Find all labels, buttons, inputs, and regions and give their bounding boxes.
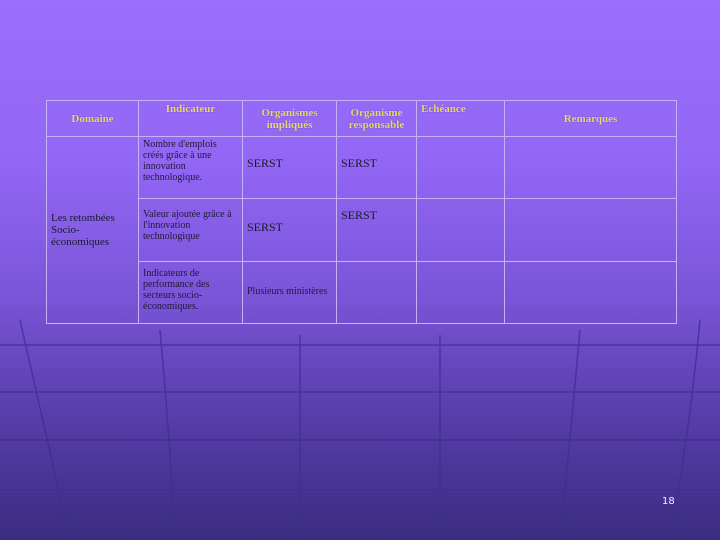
header-indicateur: Indicateur bbox=[138, 99, 243, 138]
responsable-cell: SERST bbox=[336, 136, 417, 200]
responsable-cell bbox=[336, 260, 417, 325]
indicator-table: Domaine Indicateur Organismes impliqués … bbox=[46, 99, 677, 325]
remarques-cell bbox=[504, 198, 677, 262]
table-row: Valeur ajoutée grâce à l'innovation tech… bbox=[47, 198, 677, 262]
echeance-cell bbox=[416, 260, 505, 325]
echeance-cell bbox=[416, 198, 505, 262]
organismes-cell: SERST bbox=[242, 136, 337, 200]
organismes-cell: Plusieurs ministères bbox=[242, 260, 337, 325]
header-organisme-responsable: Organisme responsable bbox=[336, 99, 417, 138]
table-row: Les retombées Socio-économiques Nombre d… bbox=[46, 136, 677, 324]
header-organismes: Organismes impliqués bbox=[242, 99, 337, 138]
indicateur-cell: Indicateurs de performance des secteurs … bbox=[138, 260, 243, 325]
responsable-cell: SERST bbox=[336, 198, 417, 262]
table-row: Indicateurs de performance des secteurs … bbox=[47, 260, 677, 325]
organismes-cell: SERST bbox=[242, 198, 337, 262]
header-row: Domaine Indicateur Organismes impliqués … bbox=[46, 99, 677, 138]
domaine-cell: Les retombées Socio-économiques bbox=[46, 136, 139, 324]
header-echeance: Echéance bbox=[416, 99, 505, 138]
indicateur-cell: Nombre d'emplois créés grâce à une innov… bbox=[138, 136, 243, 200]
echeance-cell bbox=[416, 136, 505, 200]
indicateur-cell: Valeur ajoutée grâce à l'innovation tech… bbox=[138, 198, 243, 262]
page-number: 18 bbox=[662, 496, 675, 507]
remarques-cell bbox=[504, 136, 677, 200]
remarques-cell bbox=[504, 260, 677, 325]
header-domaine: Domaine bbox=[46, 99, 139, 138]
header-remarques: Remarques bbox=[504, 99, 677, 138]
